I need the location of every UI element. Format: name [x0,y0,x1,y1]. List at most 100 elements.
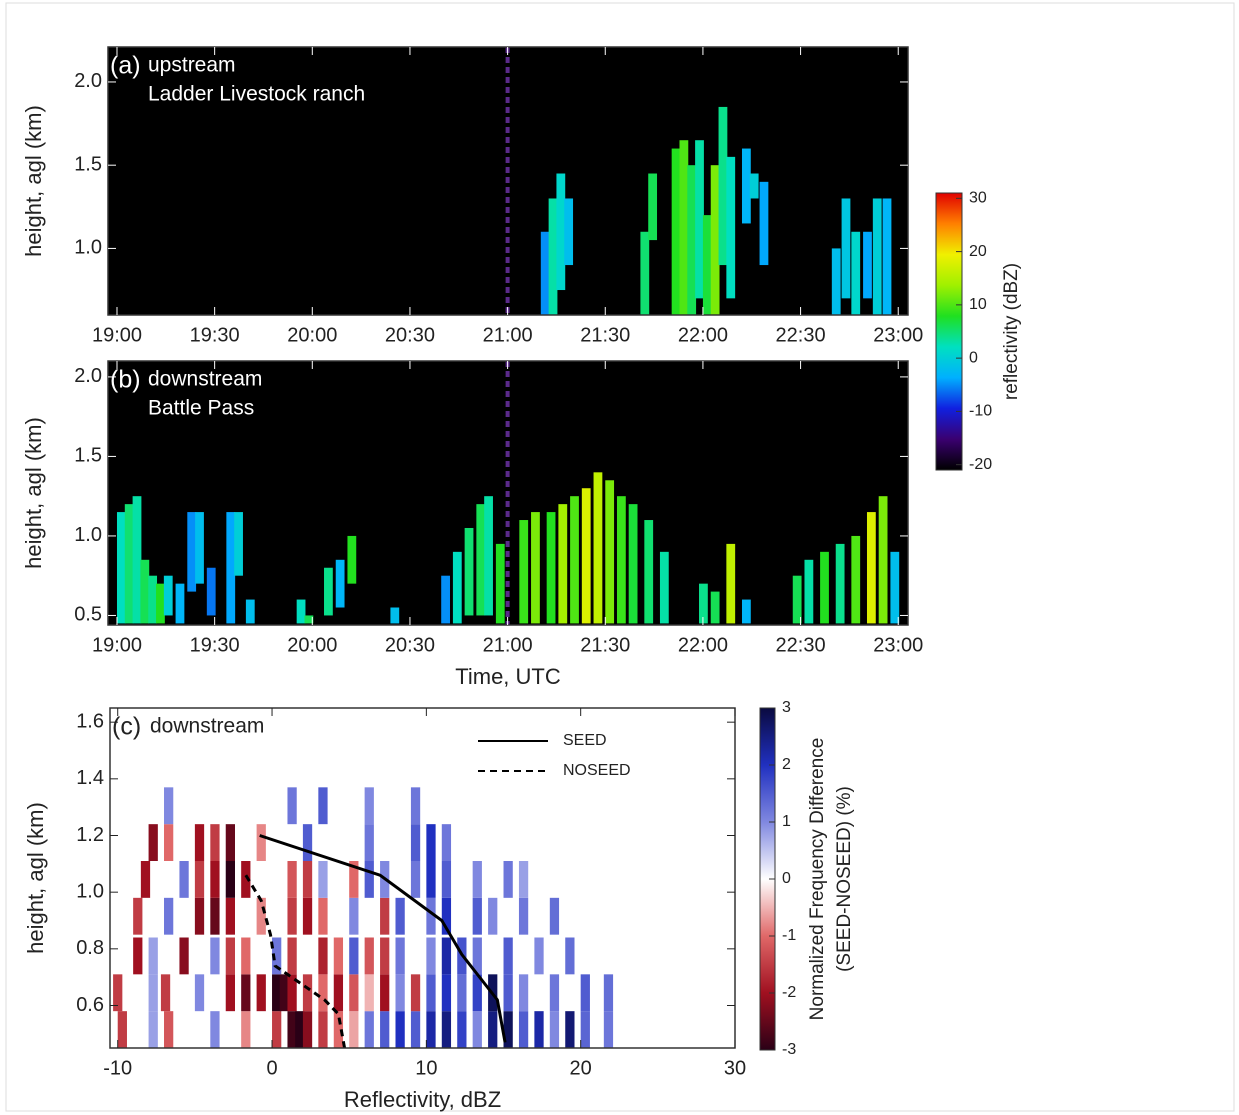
cfad-cell [333,937,344,975]
cfad-cell [164,787,174,825]
echo-cell [564,198,574,266]
cfad-cell [140,861,151,898]
cfad-cell [210,1011,220,1048]
echo-cell [581,488,591,624]
cfad-cell [333,974,344,1012]
cfad-cell [241,974,251,1012]
cfad-cell [364,787,374,825]
cfad-cell [410,974,421,1012]
cfad-cell [549,1011,560,1048]
cfad-cell [241,937,251,975]
y-tick-label: 1.0 [76,880,104,902]
echo-cell [175,583,185,624]
echo-cell [540,231,550,315]
x-tick-label: 20:00 [287,324,337,346]
x-tick-label: 21:00 [483,324,533,346]
cfad-cell [179,937,189,975]
cfad-cell [225,974,235,1012]
x-tick-label: 22:30 [776,324,826,346]
cfad-cell [603,1011,614,1048]
cfad-cell [472,974,482,1012]
cfad-cell [565,937,575,975]
cfad-cell [272,974,282,1012]
cfad-cell [287,974,297,1012]
echo-cell [640,231,650,315]
x-tick-label: 23:00 [873,324,923,346]
cfad-cell [488,897,498,935]
echo-cell [187,512,197,592]
cfad-cell [194,824,205,861]
panel-subtitle: Ladder Livestock ranch [148,83,365,106]
cfad-cell [488,1011,498,1048]
panel-label: (c) [112,713,141,741]
echo-cell [882,198,892,315]
cfad-cell [426,937,436,975]
cfad-cell [603,974,614,1012]
echo-cell [628,504,638,624]
echo-cell [546,512,556,624]
panel-label: (a) [110,52,141,80]
cfad-cell [210,897,220,935]
colorbar-tick-label: -1 [782,927,796,944]
cfad-cell [333,1011,344,1048]
echo-cell [548,198,558,315]
y-tick-label: 1.5 [74,445,102,467]
echo-cell [687,165,697,315]
profile-line [244,874,347,1048]
cfad-cell [426,974,436,1012]
echo-cell [156,583,165,624]
cfad-cell [380,974,390,1012]
echo-cell [699,583,708,624]
echo-cell [495,543,505,624]
x-tick-label: 10 [415,1057,437,1079]
cfad-cell [225,937,235,975]
echo-cell [148,575,158,624]
y-tick-label: 2.0 [74,70,102,92]
cfad-cell [457,1011,467,1048]
x-axis-label: Time, UTC [455,664,561,689]
cfad-cell [518,897,529,935]
cfad-cell [287,897,297,935]
cfad-cell [210,937,220,975]
echo-cell [605,480,615,624]
y-tick-label: 1.0 [74,237,102,259]
echo-cell [390,607,400,624]
cfad-cell [256,897,266,935]
cfad-cell [441,937,452,975]
cfad-cell [225,897,235,935]
cfad-cell [256,824,266,861]
y-tick-label: 1.4 [76,767,104,789]
echo-cell [556,173,566,291]
cfad-cell [503,1011,513,1048]
cfad-cell [426,1011,436,1048]
echo-cell [671,148,681,315]
cfad-cell [364,1011,374,1048]
cfad-cell [534,1011,544,1048]
cfad-cell [287,787,297,825]
cfad-cell [426,897,436,935]
cfad-cell [302,824,313,861]
colorbar-label: reflectivity (dBZ) [1001,263,1022,400]
echo-cell [710,165,720,315]
x-tick-label: 20:30 [385,634,435,656]
colorbar-tick-label: -2 [782,984,796,1001]
x-tick-label: 19:00 [92,634,142,656]
echo-cell [792,575,802,624]
cfad-cell [318,1011,328,1048]
y-tick-label: 0.8 [76,937,104,959]
cfad-cell [287,861,297,898]
cfad-cell [410,861,421,898]
cfad-cell [534,937,544,975]
y-axis-label: height, agl (km) [21,105,46,257]
cfad-cell [364,824,374,861]
x-tick-label: 19:30 [190,634,240,656]
echo-cell [831,248,841,315]
cfad-cell [302,1011,313,1048]
echo-cell [484,496,493,616]
cfad-cell [441,897,452,935]
echo-cell [820,551,829,624]
echo-cell [659,551,669,624]
cfad-cell [410,1011,421,1048]
echo-cell [335,559,345,608]
